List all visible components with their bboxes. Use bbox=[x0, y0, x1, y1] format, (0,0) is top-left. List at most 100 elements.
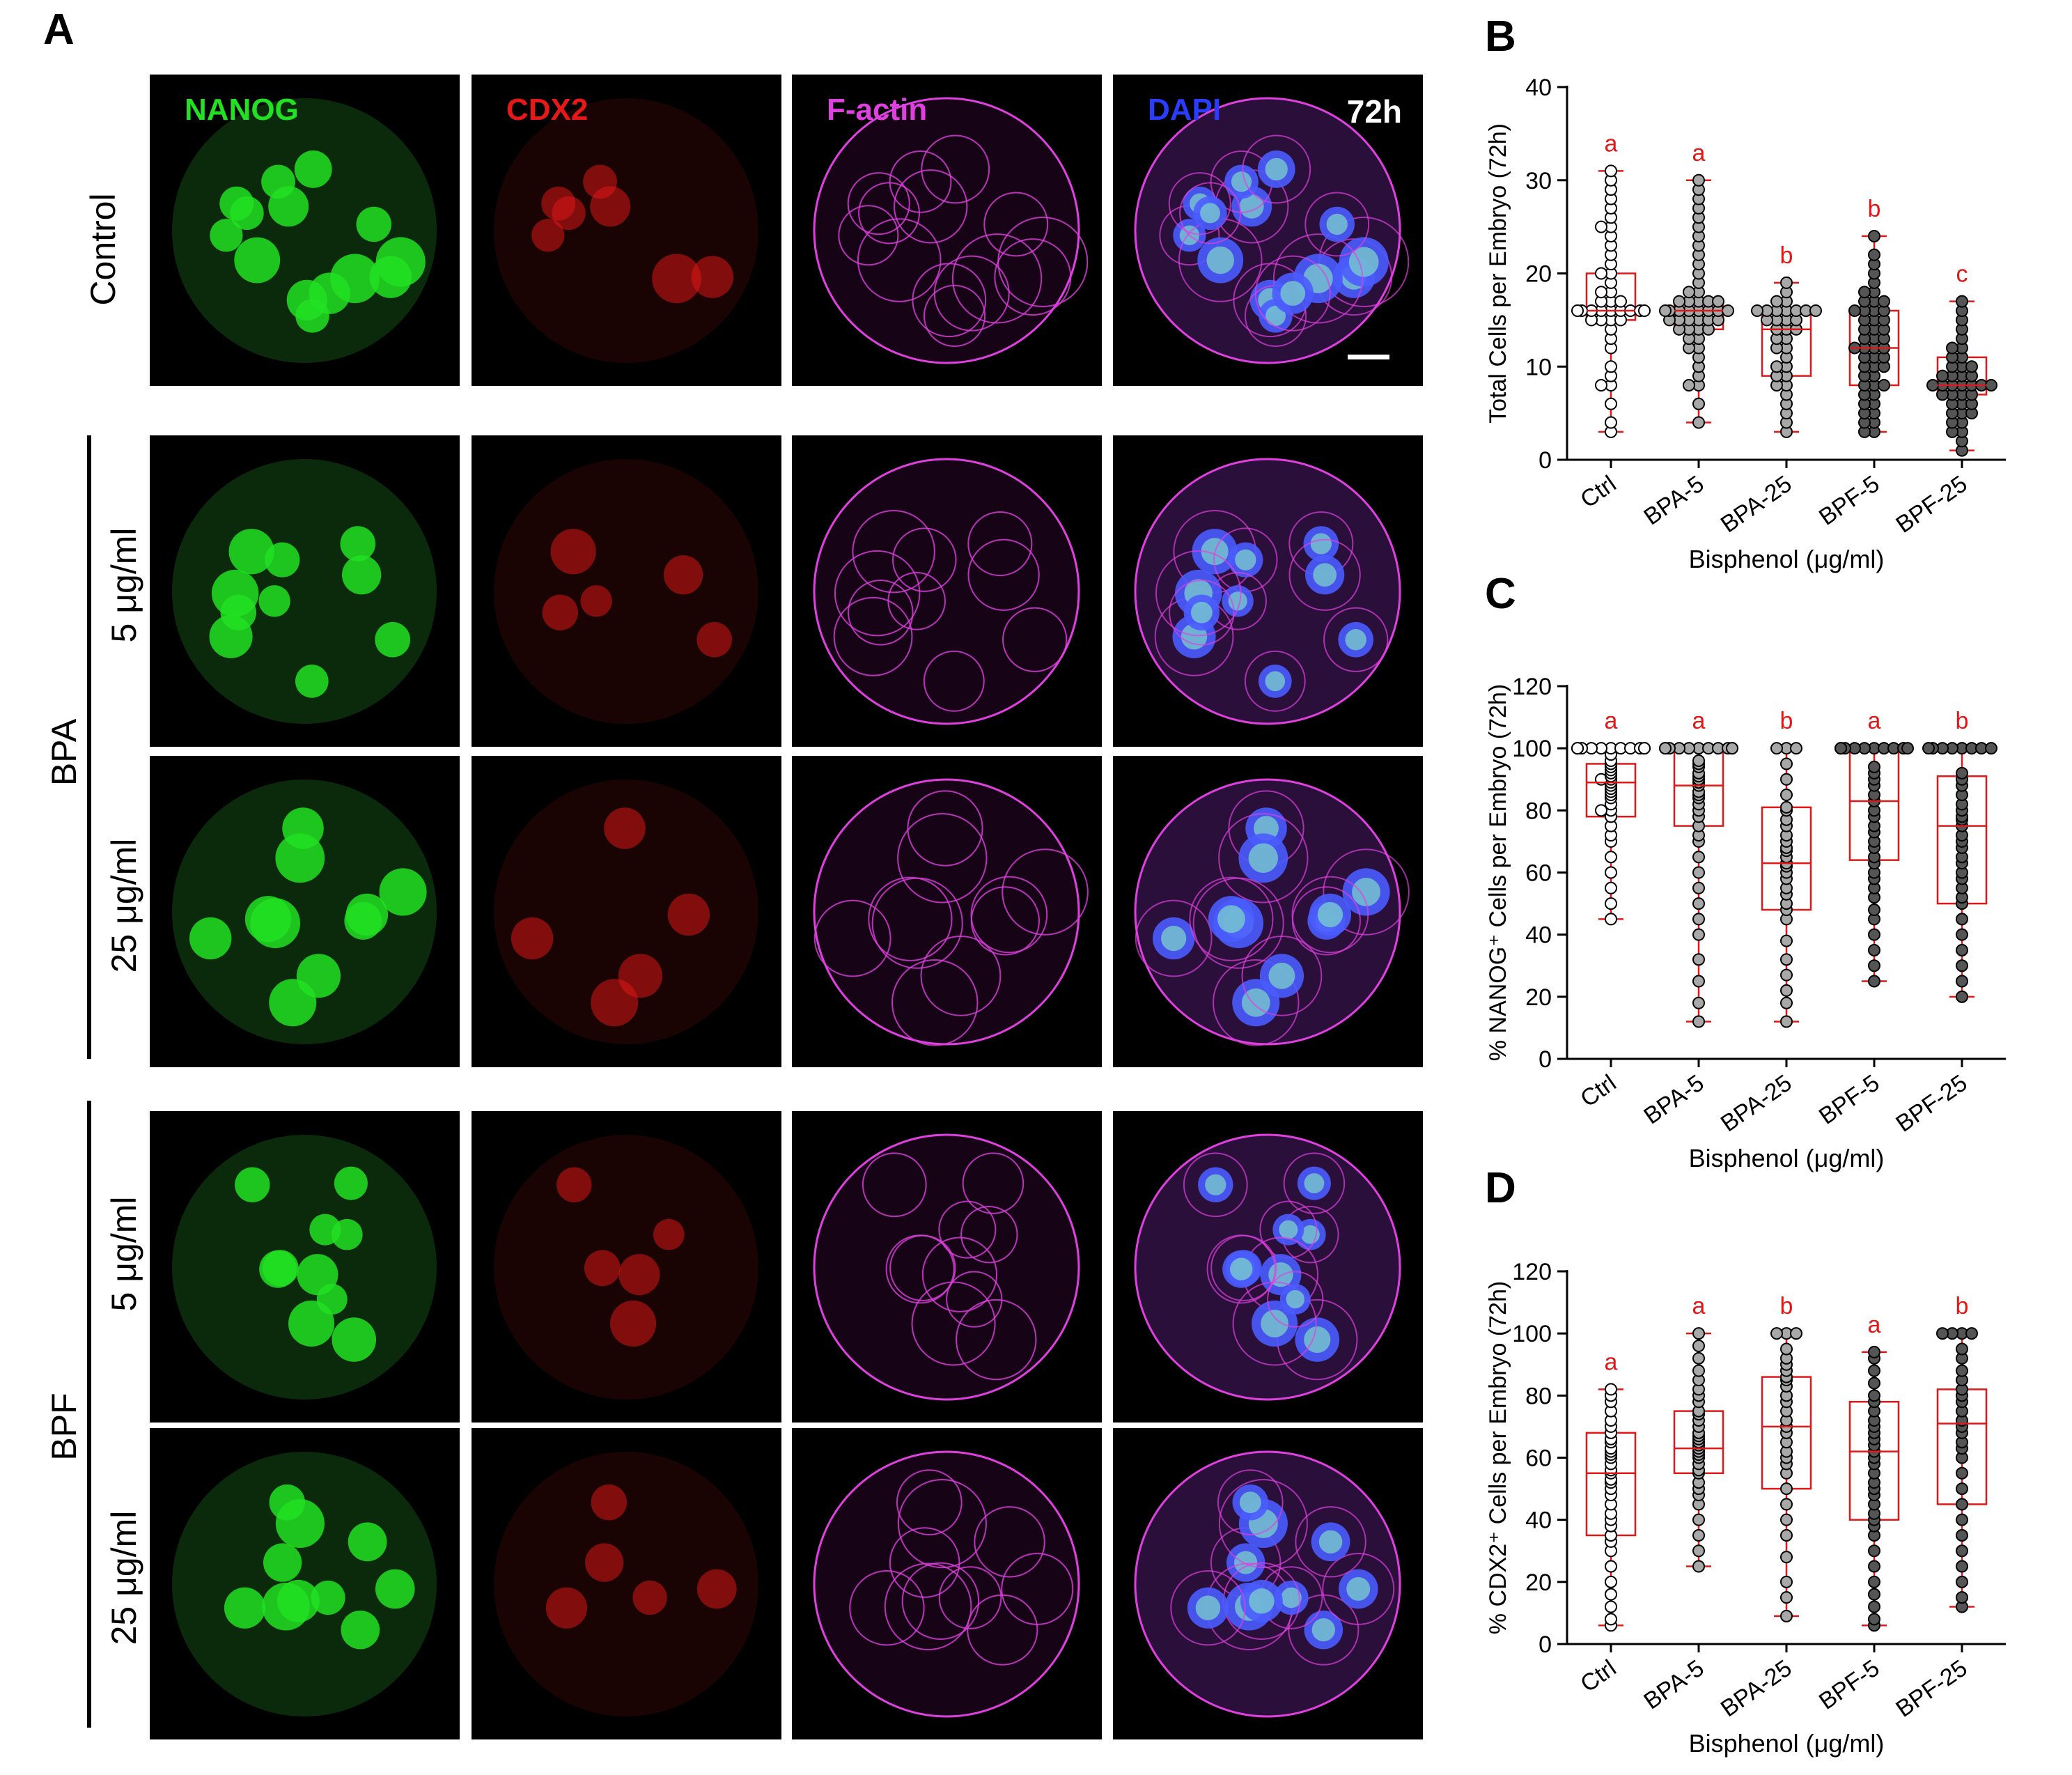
data-point bbox=[1868, 959, 1880, 972]
data-point bbox=[1835, 742, 1847, 755]
row-label-bpa-5: 5 μg/ml bbox=[104, 527, 143, 643]
data-point bbox=[1868, 1613, 1880, 1626]
data-point bbox=[1692, 1364, 1705, 1377]
data-point bbox=[1780, 789, 1793, 802]
data-point bbox=[1956, 959, 1968, 972]
data-point bbox=[1605, 1588, 1617, 1601]
data-point bbox=[1692, 416, 1705, 429]
data-point bbox=[1956, 990, 1968, 1003]
data-point bbox=[1571, 742, 1584, 755]
data-point bbox=[1692, 866, 1705, 879]
x-tick-label: BPF-25 bbox=[1891, 470, 1972, 538]
x-tick-label: BPA-5 bbox=[1639, 470, 1708, 530]
data-point bbox=[1692, 397, 1705, 410]
micrograph-image bbox=[494, 1135, 758, 1400]
data-point bbox=[1780, 1342, 1793, 1356]
y-tick-label: 40 bbox=[1525, 1507, 1552, 1534]
significance-letter: b bbox=[1868, 196, 1881, 222]
data-point bbox=[1790, 1327, 1802, 1340]
y-tick-label: 0 bbox=[1539, 1631, 1552, 1658]
micrograph-image bbox=[813, 1450, 1080, 1718]
data-point bbox=[1780, 757, 1793, 770]
data-point bbox=[1605, 1613, 1617, 1626]
data-point bbox=[1956, 928, 1968, 941]
data-point bbox=[1605, 913, 1617, 926]
micrograph-panel bbox=[150, 756, 460, 1067]
group-bracket-bpf bbox=[87, 1101, 91, 1728]
significance-letter: b bbox=[1780, 242, 1793, 269]
micrograph-panel bbox=[150, 1428, 460, 1739]
data-point bbox=[1692, 754, 1705, 767]
data-point bbox=[1868, 230, 1880, 242]
data-point bbox=[1780, 1528, 1793, 1542]
x-tick-label: Ctrl bbox=[1575, 470, 1621, 513]
significance-letter: a bbox=[1868, 1312, 1881, 1338]
x-tick-label: BPF-5 bbox=[1814, 1654, 1885, 1714]
data-point bbox=[1683, 379, 1695, 392]
micrograph-image bbox=[494, 459, 758, 724]
x-tick-label: BPF-5 bbox=[1814, 470, 1885, 530]
data-point bbox=[1868, 1560, 1880, 1573]
data-point bbox=[1965, 360, 1978, 373]
micrograph-panel bbox=[150, 1111, 460, 1423]
data-point bbox=[1956, 1544, 1968, 1558]
micrograph-panel bbox=[792, 435, 1102, 747]
significance-letter: a bbox=[1605, 130, 1618, 157]
data-point bbox=[1659, 742, 1672, 755]
data-point bbox=[1780, 953, 1793, 966]
data-point bbox=[1726, 742, 1738, 755]
data-point bbox=[1605, 1575, 1617, 1588]
micrograph-panel bbox=[1113, 435, 1423, 747]
data-point bbox=[1780, 984, 1793, 997]
data-point bbox=[1751, 304, 1763, 317]
micrograph-panel bbox=[150, 435, 460, 747]
y-tick-label: 80 bbox=[1525, 1383, 1552, 1409]
data-point bbox=[1956, 1364, 1968, 1377]
data-point bbox=[1692, 851, 1705, 864]
chart-c-nanog: 0 20 40 60 80 100 120% NANOG⁺ Cells per Embryo… bbox=[1485, 669, 2048, 1177]
micrograph-panel: DAPI 72h bbox=[1113, 75, 1423, 386]
x-axis-label: Bisphenol (μg/ml) bbox=[1689, 1144, 1885, 1172]
significance-letter: b bbox=[1780, 1293, 1793, 1319]
data-point bbox=[1692, 1528, 1705, 1542]
data-point bbox=[1692, 953, 1705, 966]
data-point bbox=[1780, 934, 1793, 947]
data-point bbox=[1868, 1544, 1880, 1558]
data-point bbox=[1605, 1383, 1617, 1396]
micrograph-panel bbox=[472, 1428, 781, 1739]
panel-label-a: A bbox=[43, 6, 75, 54]
data-point bbox=[1936, 1327, 1949, 1340]
micrograph-panel bbox=[472, 756, 781, 1067]
micrograph-image bbox=[494, 1452, 758, 1716]
data-point bbox=[1605, 360, 1617, 373]
chart-d-svg: 0 20 40 60 80 100 120% CDX2⁺ Cells per Embryo … bbox=[1485, 1259, 2006, 1758]
micrograph-image bbox=[1134, 778, 1410, 1046]
micrograph-panel: NANOG bbox=[150, 75, 460, 386]
data-point bbox=[1780, 1551, 1793, 1564]
micrograph-panel bbox=[472, 1111, 781, 1423]
row-label-bpa-25: 25 μg/ml bbox=[104, 838, 143, 973]
data-point bbox=[1780, 800, 1793, 814]
data-point bbox=[1780, 276, 1793, 289]
micrograph-image bbox=[494, 780, 758, 1044]
panel-label-b: B bbox=[1485, 13, 1516, 61]
y-tick-label: 0 bbox=[1539, 1046, 1552, 1073]
y-tick-label: 100 bbox=[1512, 736, 1552, 762]
micrograph-image bbox=[172, 459, 437, 724]
panel-label-c: C bbox=[1485, 570, 1516, 618]
data-point bbox=[1692, 1544, 1705, 1558]
data-point bbox=[1868, 248, 1880, 261]
y-tick-label: 30 bbox=[1525, 168, 1552, 194]
micrograph-panel: F-actin bbox=[792, 75, 1102, 386]
data-point bbox=[1868, 943, 1880, 956]
data-point bbox=[1868, 1345, 1880, 1358]
data-point bbox=[1858, 286, 1871, 299]
timepoint-label: 72h bbox=[1346, 93, 1402, 130]
x-tick-label: BPA-5 bbox=[1639, 1069, 1708, 1129]
data-point bbox=[1692, 1340, 1705, 1352]
chart-b-svg: 0 10 20 30 40 Total Cells per Embryo (72h) Ctr… bbox=[1485, 75, 2006, 573]
micrograph-panel bbox=[792, 1111, 1102, 1423]
data-point bbox=[1956, 1342, 1968, 1356]
data-point bbox=[1595, 804, 1607, 817]
data-point bbox=[1683, 286, 1695, 299]
